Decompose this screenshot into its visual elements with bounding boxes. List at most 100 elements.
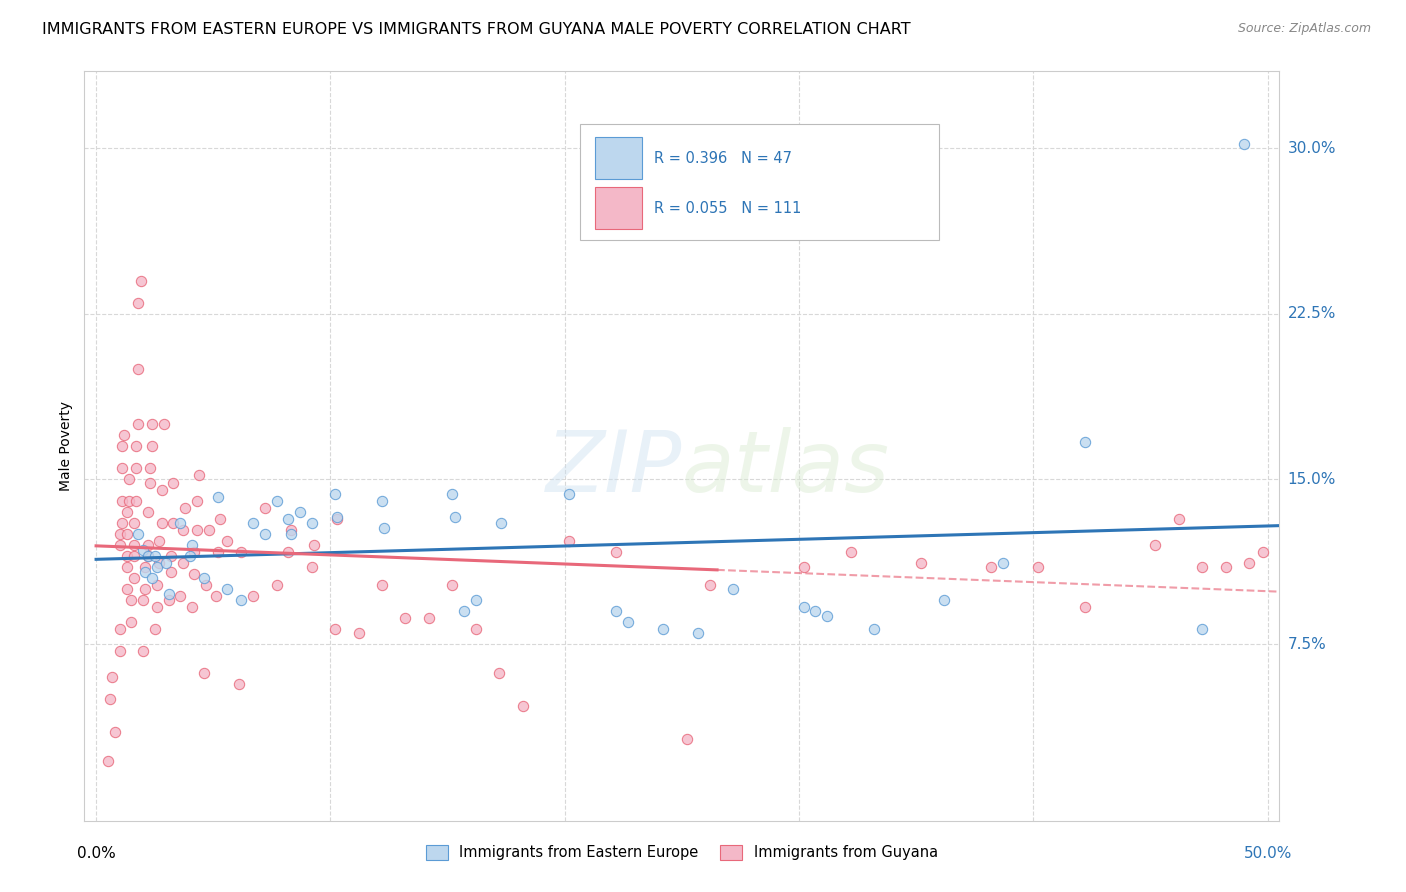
Text: Source: ZipAtlas.com: Source: ZipAtlas.com (1237, 22, 1371, 36)
Point (179, 549, 201, 564)
Point (118, 472, 141, 486)
Text: R = 0.396   N = 47: R = 0.396 N = 47 (654, 151, 793, 166)
Point (112, 428, 135, 442)
Point (104, 725, 127, 739)
Y-axis label: Male Poverty: Male Poverty (59, 401, 73, 491)
Point (141, 439, 163, 453)
Point (228, 677, 250, 691)
Point (155, 556, 177, 570)
Point (1251, 545, 1274, 559)
Point (512, 699, 534, 714)
Text: 30.0%: 30.0% (1288, 141, 1336, 156)
Point (136, 538, 159, 552)
Point (231, 545, 253, 559)
Point (1215, 560, 1237, 574)
Point (371, 578, 394, 592)
Point (111, 516, 134, 530)
Point (122, 549, 145, 564)
Point (146, 560, 169, 574)
Point (193, 665, 215, 680)
Point (301, 560, 323, 574)
Point (148, 533, 170, 548)
Point (863, 622, 886, 636)
Point (125, 461, 148, 475)
Point (1167, 512, 1189, 526)
Point (280, 523, 302, 537)
Point (910, 556, 932, 570)
Point (150, 483, 173, 497)
Point (148, 556, 170, 570)
Point (129, 274, 152, 288)
Point (723, 582, 745, 597)
Point (688, 626, 710, 640)
Point (652, 622, 675, 636)
Point (127, 417, 149, 431)
Point (207, 545, 229, 559)
Point (839, 545, 862, 559)
Point (207, 490, 229, 504)
Point (793, 560, 815, 574)
Point (277, 512, 299, 526)
Point (132, 593, 155, 607)
Point (120, 593, 142, 607)
Point (181, 599, 204, 614)
Point (217, 582, 239, 597)
Point (141, 571, 163, 585)
Point (394, 611, 416, 625)
Point (127, 527, 149, 541)
Point (108, 622, 131, 636)
Point (136, 549, 159, 564)
Point (491, 516, 513, 530)
Point (242, 589, 264, 603)
Point (97, 754, 120, 768)
Point (132, 542, 155, 557)
Point (980, 560, 1002, 574)
Point (217, 533, 239, 548)
Point (172, 556, 194, 570)
Point (253, 500, 276, 515)
Point (146, 599, 169, 614)
Point (157, 587, 180, 601)
Point (125, 494, 148, 508)
Point (301, 516, 323, 530)
Text: 7.5%: 7.5% (1288, 637, 1326, 652)
Point (804, 604, 827, 618)
Point (1026, 560, 1049, 574)
Point (675, 732, 697, 747)
Point (174, 500, 197, 515)
Point (111, 494, 134, 508)
Point (169, 516, 191, 530)
Point (418, 611, 440, 625)
Point (108, 538, 131, 552)
Point (280, 527, 302, 541)
Point (193, 571, 215, 585)
Point (231, 593, 253, 607)
Point (558, 533, 581, 548)
Point (120, 615, 142, 630)
Text: IMMIGRANTS FROM EASTERN EUROPE VS IMMIGRANTS FROM GUYANA MALE POVERTY CORRELATIO: IMMIGRANTS FROM EASTERN EUROPE VS IMMIGR… (42, 22, 911, 37)
Point (1074, 434, 1097, 449)
Point (815, 608, 838, 623)
Point (441, 578, 464, 592)
Point (183, 545, 205, 559)
Point (605, 604, 627, 618)
Point (160, 549, 183, 564)
Legend: Immigrants from Eastern Europe, Immigrants from Guyana: Immigrants from Eastern Europe, Immigran… (420, 838, 943, 866)
Point (373, 520, 395, 534)
Point (326, 512, 349, 526)
Point (488, 665, 510, 680)
Point (326, 509, 349, 524)
Point (991, 556, 1014, 570)
Point (323, 487, 346, 501)
Point (108, 644, 131, 658)
Point (101, 670, 124, 684)
Point (1233, 137, 1256, 152)
Point (242, 516, 264, 530)
FancyBboxPatch shape (595, 137, 643, 178)
Point (266, 578, 288, 592)
Point (443, 509, 465, 524)
Point (139, 461, 162, 475)
Point (115, 527, 138, 541)
Point (277, 545, 299, 559)
Point (122, 571, 145, 585)
